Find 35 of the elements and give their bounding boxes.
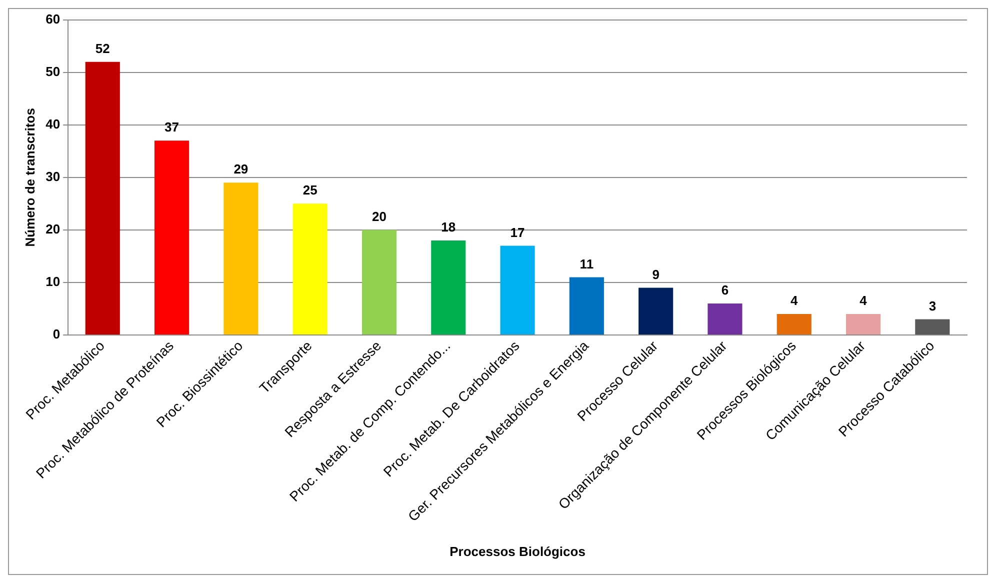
bar — [431, 240, 466, 334]
data-label: 37 — [164, 120, 180, 135]
data-label: 18 — [441, 220, 456, 235]
data-label: 20 — [372, 209, 386, 224]
bar — [915, 319, 950, 334]
bar — [154, 140, 190, 334]
bar — [569, 277, 604, 334]
bar — [500, 246, 535, 334]
data-label: 52 — [95, 40, 110, 56]
bar — [85, 62, 120, 334]
y-tick-label: 10 — [46, 274, 60, 290]
data-label: 25 — [302, 182, 318, 198]
y-tick-label: 20 — [46, 222, 60, 237]
data-label: 9 — [652, 266, 660, 282]
data-label: 29 — [234, 162, 248, 177]
y-axis-title: Número de transcritos — [22, 108, 38, 247]
bar — [292, 204, 328, 334]
x-axis-title: Processos Biológicos — [450, 544, 586, 559]
y-tick-label: 0 — [52, 326, 60, 342]
data-label: 3 — [928, 298, 936, 314]
data-label: 4 — [790, 293, 799, 308]
data-label: 4 — [860, 293, 868, 308]
bar — [224, 182, 258, 334]
bar — [846, 314, 881, 334]
y-tick-label: 40 — [46, 116, 60, 132]
data-label: 6 — [721, 282, 729, 298]
data-label: 17 — [510, 224, 525, 240]
bar — [362, 230, 397, 334]
y-tick-label: 60 — [46, 11, 60, 26]
y-tick-label: 50 — [46, 64, 60, 79]
bar — [708, 303, 742, 334]
y-tick-label: 30 — [46, 168, 60, 184]
bar — [638, 288, 674, 334]
bar — [776, 314, 812, 334]
data-label: 11 — [580, 256, 594, 272]
